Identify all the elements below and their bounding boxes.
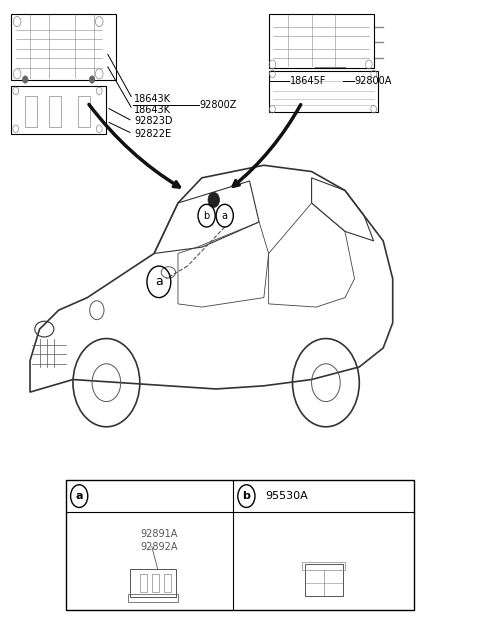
- Text: 18645F: 18645F: [290, 77, 326, 87]
- Text: a: a: [75, 491, 83, 501]
- Text: b: b: [242, 491, 251, 501]
- Circle shape: [89, 76, 95, 84]
- Text: a: a: [155, 275, 163, 289]
- Text: 92822E: 92822E: [134, 128, 171, 139]
- Circle shape: [208, 192, 219, 208]
- Text: 92891A: 92891A: [140, 529, 177, 539]
- Text: a: a: [222, 211, 228, 221]
- Text: 92800A: 92800A: [355, 77, 392, 87]
- Text: 92823D: 92823D: [134, 116, 172, 126]
- Text: 95530A: 95530A: [265, 491, 308, 501]
- Text: 18643K: 18643K: [134, 94, 171, 104]
- Text: b: b: [204, 211, 210, 221]
- Text: 18643K: 18643K: [134, 105, 171, 115]
- Text: 92800Z: 92800Z: [199, 100, 237, 110]
- Text: 92892A: 92892A: [140, 541, 178, 551]
- Circle shape: [23, 76, 28, 84]
